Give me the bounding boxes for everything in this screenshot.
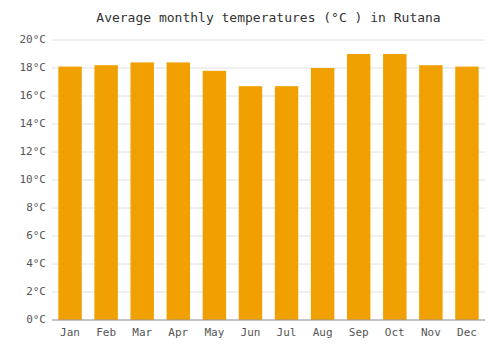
bar xyxy=(94,65,117,320)
bar xyxy=(347,54,370,320)
y-tick-label: 18°C xyxy=(20,61,47,74)
x-tick-label: Jul xyxy=(277,326,297,339)
y-tick-label: 20°C xyxy=(20,33,47,46)
x-tick-label: Jun xyxy=(241,326,261,339)
grid xyxy=(52,40,485,320)
y-tick-label: 4°C xyxy=(26,257,46,270)
grid-line xyxy=(52,320,485,321)
bar xyxy=(419,65,442,320)
y-tick-label: 16°C xyxy=(20,89,47,102)
x-tick-label: Nov xyxy=(421,326,441,339)
x-tick-label: Sep xyxy=(349,326,369,339)
x-tick-label: Apr xyxy=(168,326,188,339)
y-axis: 0°C 2°C 4°C 6°C 8°C 10°C 12°C 14°C 16°C 18°C 20°C xyxy=(20,33,47,326)
y-tick-label: 8°C xyxy=(26,201,46,214)
bars xyxy=(58,54,478,320)
y-tick-label: 6°C xyxy=(26,229,46,242)
x-tick-label: Oct xyxy=(385,326,405,339)
bar xyxy=(311,68,334,320)
grid-line xyxy=(52,40,485,41)
x-tick-label: Feb xyxy=(96,326,116,339)
chart-container: Average monthly temperatures (°C ) in Ru… xyxy=(0,0,500,350)
bar xyxy=(203,71,226,320)
x-tick-label: Jan xyxy=(60,326,80,339)
bar xyxy=(167,62,190,320)
y-tick-label: 12°C xyxy=(20,145,47,158)
bar xyxy=(130,62,153,320)
bar xyxy=(58,67,81,320)
x-axis: Jan Feb Mar Apr May Jun Jul Aug Sep Oct Nov Dec xyxy=(60,326,477,339)
bar xyxy=(383,54,406,320)
bar xyxy=(275,86,298,320)
bar xyxy=(455,67,478,320)
x-tick-label: Mar xyxy=(132,326,152,339)
x-tick-label: Aug xyxy=(313,326,333,339)
x-tick-label: May xyxy=(204,326,224,339)
y-tick-label: 0°C xyxy=(26,313,46,326)
y-tick-label: 10°C xyxy=(20,173,47,186)
bar xyxy=(239,86,262,320)
x-axis-line xyxy=(52,320,485,321)
chart: Average monthly temperatures (°C ) in Ru… xyxy=(0,0,500,350)
y-tick-label: 2°C xyxy=(26,285,46,298)
title: Average monthly temperatures (°C ) in Ru… xyxy=(96,10,440,25)
x-tick-label: Dec xyxy=(457,326,477,339)
y-tick-label: 14°C xyxy=(20,117,47,130)
